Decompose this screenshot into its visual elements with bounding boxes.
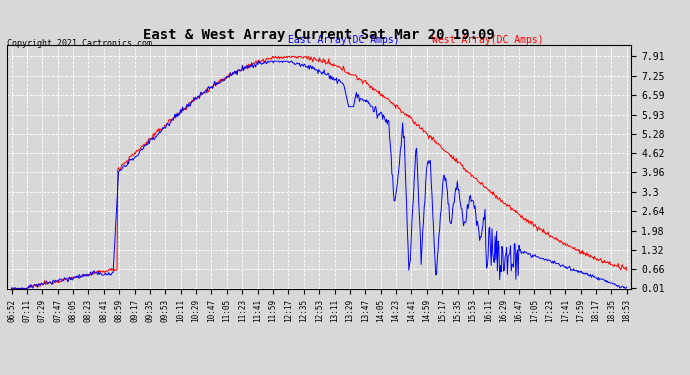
Title: East & West Array Current Sat Mar 20 19:09: East & West Array Current Sat Mar 20 19:… bbox=[144, 28, 495, 42]
Text: Copyright 2021 Cartronics.com: Copyright 2021 Cartronics.com bbox=[7, 39, 152, 48]
Text: West Array(DC Amps): West Array(DC Amps) bbox=[431, 35, 543, 45]
Text: East Array(DC Amps): East Array(DC Amps) bbox=[288, 35, 400, 45]
